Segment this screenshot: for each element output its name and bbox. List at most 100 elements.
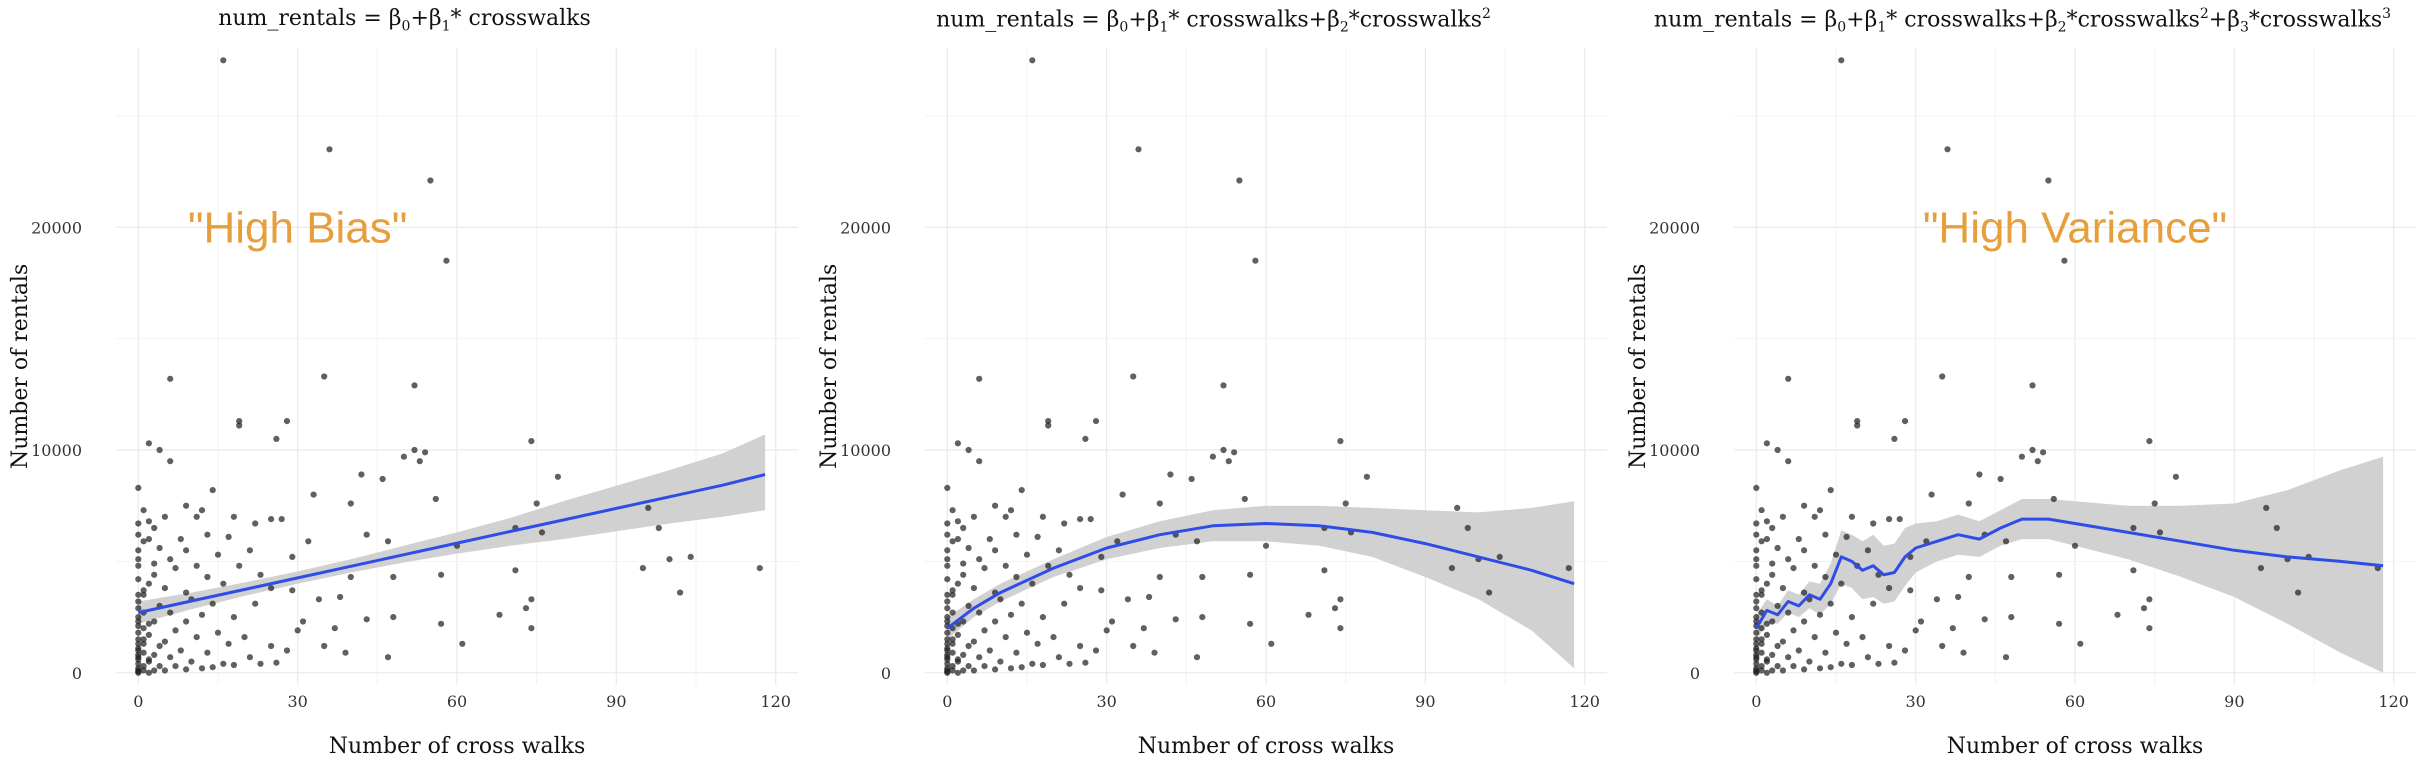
data-point: [1103, 627, 1110, 634]
data-point: [944, 576, 951, 583]
gridlines: [925, 48, 1607, 685]
data-point: [1061, 520, 1068, 527]
data-point: [1758, 667, 1765, 674]
data-point: [225, 533, 232, 541]
data-point: [145, 580, 152, 587]
data-point: [2263, 504, 2270, 511]
data-point: [1045, 562, 1052, 569]
data-point: [177, 647, 184, 654]
data-point: [1007, 665, 1015, 672]
data-point: [2008, 614, 2015, 621]
data-point: [151, 560, 158, 567]
data-point: [337, 593, 344, 601]
chart-title: num_rentals = β0+β1* crosswalks+β2*cross…: [1653, 6, 2392, 36]
data-point: [145, 669, 152, 676]
data-point: [1034, 533, 1041, 541]
data-point: [1753, 598, 1760, 605]
data-point: [1753, 547, 1760, 554]
data-point: [1758, 591, 1765, 598]
x-axis-label: Number of cross walks: [328, 734, 586, 759]
data-point: [2071, 542, 2079, 549]
data-point: [1486, 589, 1493, 596]
data-point: [1039, 661, 1046, 669]
data-point: [214, 629, 222, 636]
chart-panel-cubic: num_rentals = β0+β1* crosswalks+β2*cross…: [1618, 0, 2427, 765]
data-point: [1305, 611, 1312, 618]
data-point: [954, 656, 961, 663]
data-point: [1193, 654, 1201, 661]
data-point: [1769, 618, 1776, 625]
data-point: [1077, 585, 1084, 592]
data-point: [156, 446, 163, 454]
data-point: [944, 618, 951, 625]
data-point: [172, 627, 179, 634]
data-point: [193, 634, 200, 641]
data-point: [1034, 640, 1041, 647]
data-point: [1236, 177, 1243, 184]
data-point: [294, 627, 301, 634]
data-point: [1886, 642, 1893, 650]
data-point: [1220, 382, 1227, 389]
data-point: [156, 663, 163, 670]
data-point: [944, 667, 951, 674]
data-point: [1156, 573, 1163, 581]
data-points: [944, 57, 1572, 676]
data-point: [1997, 475, 2004, 483]
y-tick-label: 10000: [31, 441, 82, 460]
data-point: [347, 573, 354, 581]
y-tick-label: 0: [881, 664, 891, 683]
data-point: [1763, 656, 1770, 663]
data-point: [949, 649, 956, 656]
data-point: [1779, 585, 1786, 592]
data-point: [209, 600, 216, 607]
data-point: [135, 654, 142, 661]
data-point: [944, 598, 951, 605]
data-point: [1763, 440, 1770, 447]
data-point: [1843, 640, 1850, 647]
annotation-label: "High Bias": [188, 203, 408, 252]
data-point: [145, 656, 152, 663]
data-point: [1965, 573, 1972, 581]
data-point: [1769, 571, 1776, 578]
data-point: [944, 647, 951, 654]
data-point: [363, 616, 370, 623]
data-point: [1758, 507, 1765, 514]
y-tick-label: 0: [1690, 664, 1700, 683]
data-point: [756, 565, 763, 572]
data-point: [1848, 614, 1855, 621]
chart-panel-linear: num_rentals = β0+β1* crosswalks 0 30 60 90 12…: [0, 0, 809, 765]
data-point: [954, 440, 961, 447]
data-point: [954, 631, 961, 639]
data-point: [1331, 605, 1339, 612]
data-point: [960, 651, 967, 659]
data-point: [2002, 654, 2010, 661]
data-point: [965, 642, 972, 650]
data-point: [268, 585, 275, 592]
data-point: [528, 438, 535, 445]
data-point: [1774, 446, 1781, 454]
data-point: [2130, 524, 2137, 532]
data-point: [1939, 373, 1946, 380]
data-point: [2056, 620, 2063, 627]
data-point: [1018, 600, 1025, 607]
data-point: [1838, 57, 1845, 64]
data-point: [1811, 634, 1818, 641]
data-point: [533, 500, 540, 507]
data-point: [1130, 373, 1137, 380]
data-point: [172, 565, 179, 572]
data-point: [944, 547, 951, 554]
data-point: [135, 605, 142, 612]
data-point: [944, 531, 951, 538]
data-point: [1822, 531, 1829, 538]
data-point: [268, 642, 275, 650]
data-point: [1917, 618, 1925, 625]
data-point: [379, 475, 386, 483]
data-point: [2151, 500, 2158, 507]
data-point: [252, 520, 259, 527]
data-point: [1795, 647, 1802, 654]
data-point: [1779, 513, 1786, 520]
data-point: [1965, 500, 1972, 507]
data-point: [1199, 614, 1206, 621]
data-point: [1774, 663, 1781, 670]
data-point: [677, 589, 684, 596]
